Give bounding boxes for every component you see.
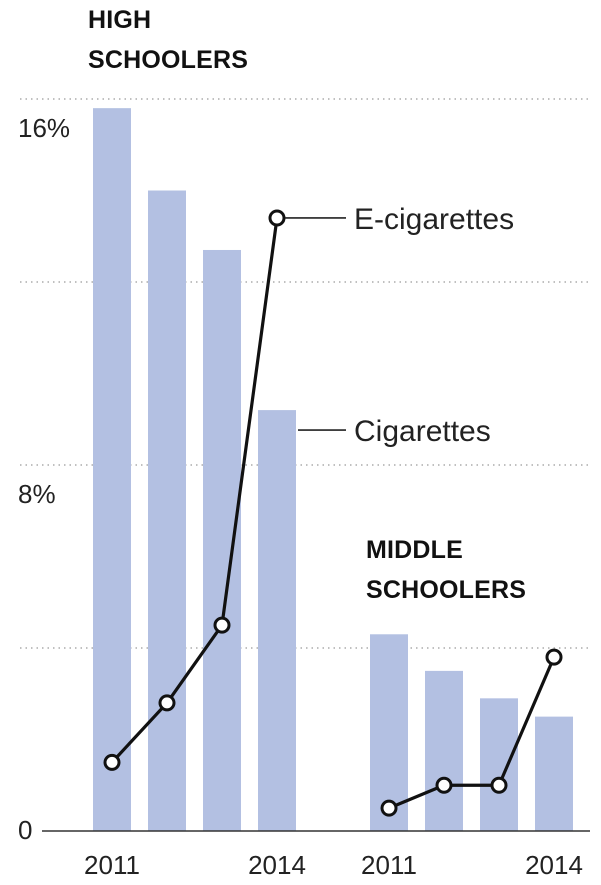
e-cigarette-lines [110,217,556,810]
cigarette-bar [535,716,573,831]
cigarette-bar [370,634,408,831]
e-cigarette-line [110,217,279,764]
e-cigarettes-label: E-cigarettes [354,203,514,236]
x-tick-label: 2011 [361,850,417,880]
cigarette-bar [258,410,296,831]
cigarette-bar [203,249,241,832]
e-cigarette-line [388,656,556,810]
ms-title-line-2: SCHOOLERS [366,576,526,604]
cigarette-bar [148,190,186,831]
e-cigarette-point [268,209,286,227]
tick-labels: 0 8% 16% 2011 2014 2011 2014 [18,113,583,880]
hs-title-line-1: HIGH [88,6,151,34]
x-tick-label: 2014 [248,850,306,880]
e-cigarette-points [103,209,563,817]
x-tick-label: 2014 [525,850,583,880]
hs-title-line-2: SCHOOLERS [88,46,248,74]
e-cigarette-point [213,616,231,634]
e-cigarette-point [158,694,176,712]
e-cigarette-point [545,648,563,666]
e-cigarette-point [490,776,508,794]
cigarette-bar [425,670,463,831]
cigarettes-label: Cigarettes [354,415,491,448]
cigarette-bars [93,108,573,832]
y-tick-label: 8% [18,479,56,509]
e-cigarette-point [435,776,453,794]
y-tick-label: 16% [18,113,70,143]
ms-title-line-1: MIDDLE [366,536,463,564]
y-tick-label: 0 [18,815,32,845]
e-cigarette-point [103,753,121,771]
e-cigarette-point [380,799,398,817]
cigarette-bar [93,108,131,831]
x-tick-label: 2011 [84,850,140,880]
cigarette-bar [480,698,518,831]
